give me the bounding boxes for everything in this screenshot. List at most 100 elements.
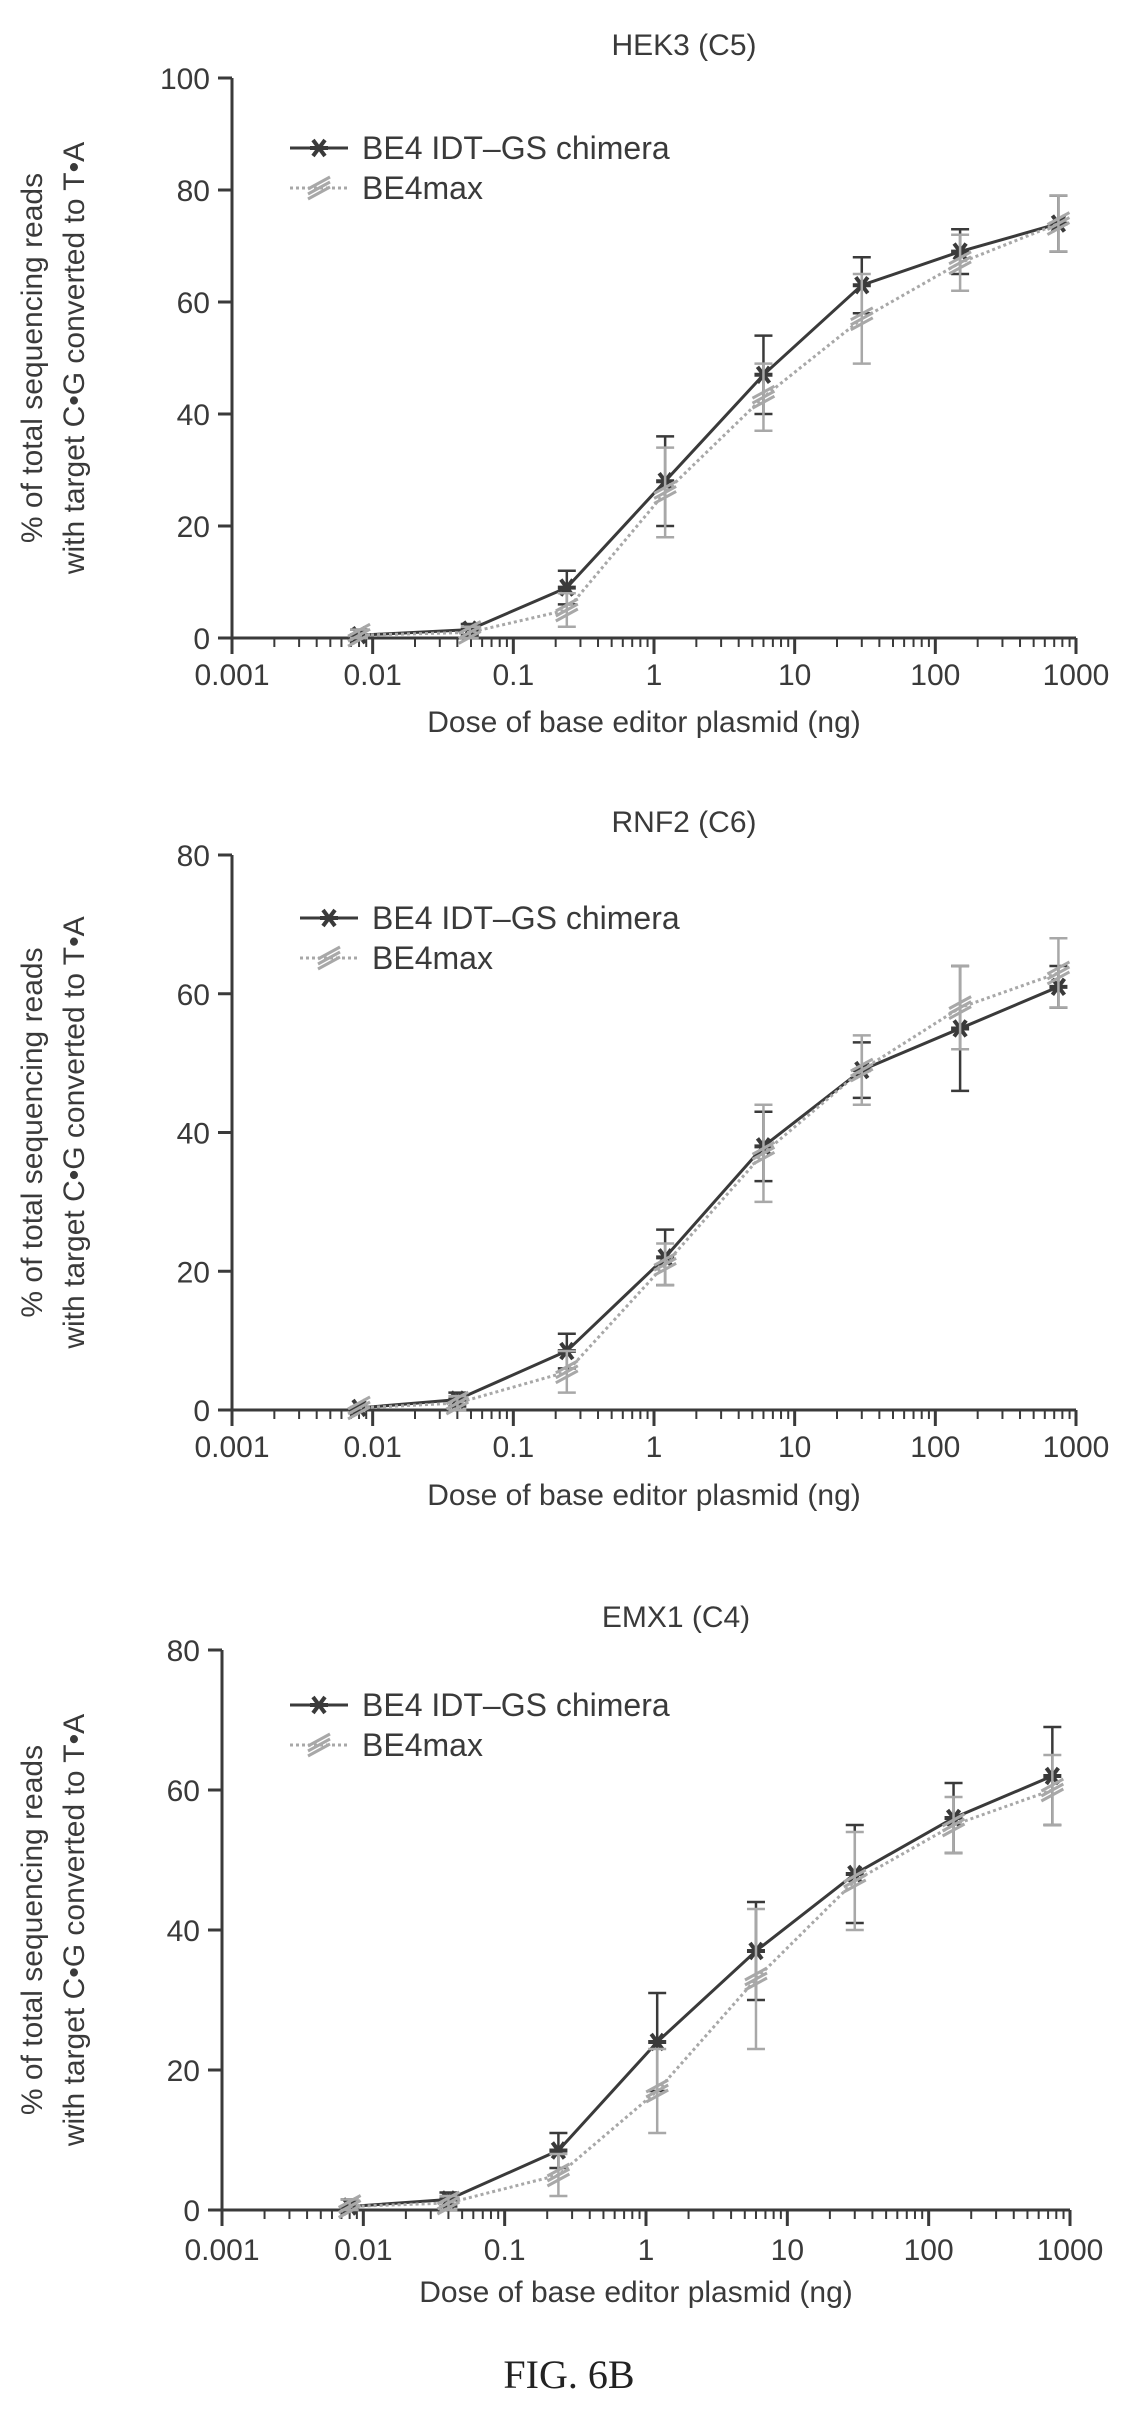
legend-label: BE4 IDT–GS chimera — [362, 1687, 670, 1723]
y-tick-label: 0 — [183, 2195, 200, 2228]
data-point — [555, 597, 579, 623]
data-point — [648, 2032, 667, 2052]
chart-title: RNF2 (C6) — [611, 806, 756, 839]
x-axis-label: Dose of base editor plasmid (ng) — [427, 706, 861, 739]
y-axis-label-line-2: with target C•G converted to T•A — [58, 1714, 91, 2147]
x-axis-label: Dose of base editor plasmid (ng) — [419, 2276, 853, 2309]
data-point — [445, 1390, 470, 1416]
chart-title: HEK3 (C5) — [611, 29, 756, 62]
data-point — [436, 2190, 461, 2216]
data-point — [549, 2141, 568, 2160]
x-tick-label: 0.001 — [184, 2234, 259, 2267]
x-tick-label: 1000 — [1043, 1431, 1110, 1464]
chart-title: EMX1 (C4) — [602, 1601, 750, 1634]
y-axis-label-line-2: with target C•G converted to T•A — [58, 142, 91, 575]
data-point — [546, 2162, 571, 2188]
legend-label: BE4max — [372, 940, 493, 976]
legend-label: BE4max — [362, 1727, 483, 1763]
x-tick-label: 0.001 — [194, 1431, 269, 1464]
figure-caption: FIG. 6B — [503, 2352, 634, 2397]
x-tick-label: 1 — [646, 659, 663, 692]
data-point — [555, 1359, 579, 1385]
data-point — [458, 620, 482, 645]
data-point — [347, 1395, 371, 1421]
data-point — [751, 384, 776, 410]
y-tick-label: 80 — [177, 840, 210, 873]
legend-label: BE4 IDT–GS chimera — [372, 900, 680, 936]
y-tick-label: 60 — [177, 287, 210, 320]
data-point — [941, 1812, 966, 1838]
data-point — [948, 995, 972, 1020]
x-tick-label: 0.1 — [492, 1431, 534, 1464]
y-tick-label: 60 — [167, 1775, 200, 1808]
legend-marker — [310, 138, 328, 158]
chart-panel-1: HEK3 (C5) 0 20 40 60 80 100 0.001 0.01 0.1 1 10 100 1… — [16, 29, 1109, 739]
data-point — [1040, 1777, 1065, 1803]
legend-label: BE4 IDT–GS chimera — [362, 130, 670, 166]
series-line — [358, 985, 1060, 1410]
x-tick-label: 10 — [771, 2234, 804, 2267]
legend-marker — [317, 945, 341, 971]
y-tick-label: 40 — [177, 399, 210, 432]
x-tick-label: 0.001 — [194, 659, 269, 692]
series-line — [358, 971, 1059, 1410]
y-axis-label-line-1: % of total sequencing reads — [16, 173, 49, 543]
x-tick-label: 1 — [646, 1431, 663, 1464]
legend-marker — [320, 908, 338, 928]
x-axis-label: Dose of base editor plasmid (ng) — [427, 1479, 861, 1512]
data-point — [744, 1966, 768, 1992]
y-axis-label-line-1: % of total sequencing reads — [16, 1745, 49, 2115]
legend: BE4 IDT–GS chimera BE4max — [290, 1687, 670, 1763]
series-line — [349, 1788, 1053, 2208]
x-tick-label: 0.1 — [492, 659, 534, 692]
series-2 — [347, 194, 1071, 648]
data-point — [645, 2078, 669, 2104]
y-tick-label: 80 — [167, 1635, 200, 1668]
x-tick-label: 100 — [904, 2234, 954, 2267]
legend: BE4 IDT–GS chimera BE4max — [300, 900, 680, 976]
series-line — [358, 222, 1059, 637]
series-line — [349, 1774, 1053, 2208]
x-tick-label: 100 — [910, 659, 960, 692]
y-tick-label: 80 — [177, 175, 210, 208]
x-tick-label: 1000 — [1043, 659, 1110, 692]
data-point — [1046, 960, 1071, 986]
data-point — [843, 1868, 867, 1894]
data-point — [751, 1140, 776, 1166]
y-tick-label: 40 — [177, 1118, 210, 1151]
data-point — [1046, 211, 1071, 236]
legend-marker — [307, 175, 331, 201]
x-tick-label: 1000 — [1037, 2234, 1104, 2267]
data-point — [948, 250, 972, 276]
y-tick-label: 20 — [167, 2055, 200, 2088]
y-tick-label: 0 — [193, 623, 210, 656]
series-2 — [337, 1753, 1065, 2219]
y-tick-label: 100 — [160, 63, 210, 96]
y-axis-label-line-2: with target C•G converted to T•A — [58, 916, 91, 1349]
data-point — [850, 1057, 874, 1083]
series-2 — [347, 937, 1071, 1421]
y-tick-label: 0 — [193, 1395, 210, 1428]
data-point — [347, 622, 371, 648]
data-point — [337, 2194, 362, 2219]
x-tick-label: 0.01 — [343, 659, 401, 692]
x-tick-label: 100 — [910, 1431, 960, 1464]
x-tick-label: 0.01 — [334, 2234, 392, 2267]
y-tick-label: 20 — [177, 511, 210, 544]
y-tick-label: 20 — [177, 1256, 210, 1289]
data-point — [653, 480, 677, 505]
legend-marker — [307, 1732, 331, 1758]
y-tick-label: 60 — [177, 979, 210, 1012]
x-tick-label: 0.01 — [343, 1431, 401, 1464]
chart-panel-3: EMX1 (C4) 0 20 40 60 80 0.001 0.01 0.1 1 10 100 1000… — [16, 1601, 1103, 2309]
data-point — [653, 1251, 677, 1277]
y-tick-label: 40 — [167, 1915, 200, 1948]
x-tick-label: 10 — [778, 659, 811, 692]
x-tick-label: 0.1 — [484, 2234, 526, 2267]
chart-panel-2: RNF2 (C6) 0 20 40 60 80 0.001 0.01 0.1 1 10 100 1000… — [16, 806, 1109, 1512]
x-tick-label: 1 — [638, 2234, 655, 2267]
legend-marker — [310, 1695, 328, 1715]
legend-label: BE4max — [362, 170, 483, 206]
